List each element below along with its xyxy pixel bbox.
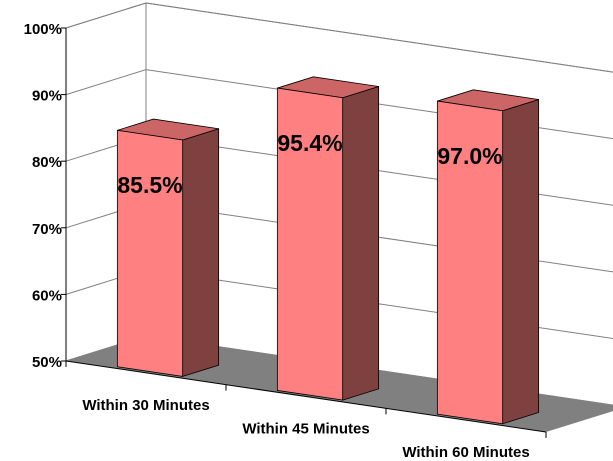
bar-side (502, 98, 540, 425)
x-category-label: Within 30 Minutes (82, 397, 209, 414)
bars: 85.5% 95.4% 97.0% (116, 76, 540, 425)
y-tick-label: 50% (32, 354, 62, 371)
bar-side (342, 85, 380, 401)
bar-side (182, 128, 220, 377)
y-tick-label: 80% (32, 154, 62, 171)
x-category-label: Within 60 Minutes (402, 444, 529, 461)
bar-value-label: 97.0% (437, 143, 502, 169)
x-axis-line (65, 360, 547, 433)
x-category-label: Within 45 Minutes (242, 421, 369, 438)
bar-front (276, 87, 344, 401)
x-axis-tick-labels: Within 30 Minutes Within 45 Minutes Within… (82, 397, 529, 461)
y-tick-label: 60% (32, 287, 62, 304)
y-tick-label: 90% (32, 88, 62, 105)
bar-value-label: 85.5% (117, 172, 182, 198)
bar-front (116, 129, 184, 377)
axes (61, 27, 547, 438)
gridline (65, 2, 613, 73)
y-tick-label: 70% (32, 221, 62, 238)
y-axis-tick-labels: 50% 60% 70% 80% 90% 100% (24, 21, 62, 371)
bar-value-label: 95.4% (277, 130, 342, 156)
bar-front (436, 100, 504, 425)
y-tick-label: 100% (24, 21, 62, 38)
bar: 95.4% (276, 76, 380, 401)
bar: 97.0% (436, 89, 540, 425)
bar: 85.5% (116, 118, 220, 377)
